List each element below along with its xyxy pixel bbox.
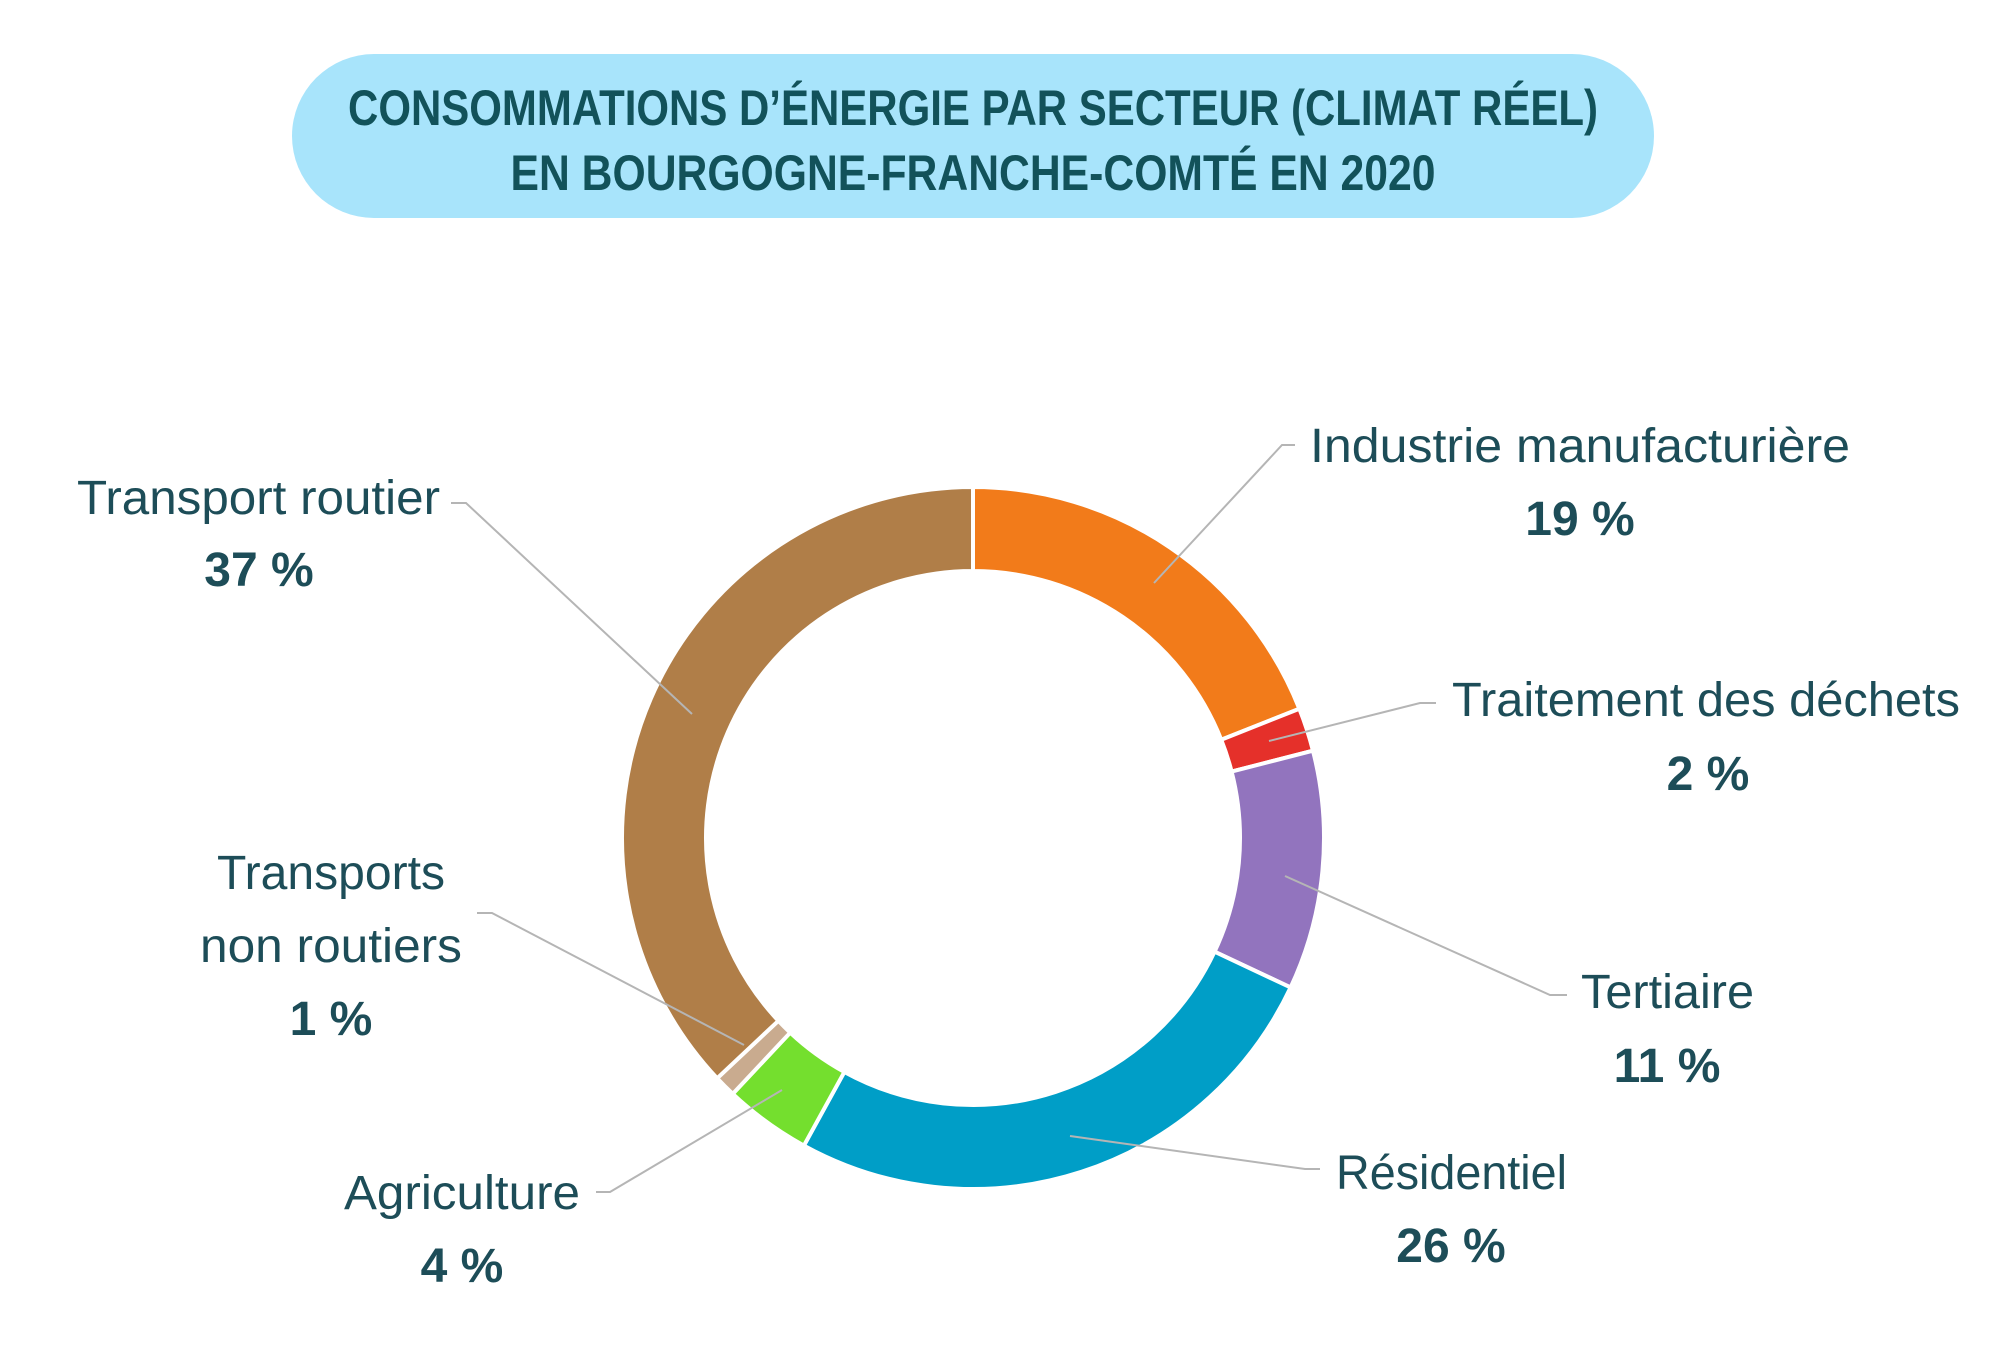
slice-residentiel — [801, 949, 1294, 1191]
label-industrie: Industrie manufacturière — [1310, 420, 1850, 473]
value-transports-non-routiers: 1 % — [290, 993, 373, 1046]
leader-line-agriculture — [596, 1089, 783, 1193]
value-industrie: 19 % — [1525, 493, 1634, 546]
slice-transport-routier — [620, 484, 975, 1082]
label-agriculture: Agriculture — [344, 1167, 580, 1220]
label-transport-routier: Transport routier — [77, 472, 440, 525]
value-tertiaire: 11 % — [1614, 1040, 1721, 1093]
title-line-1: CONSOMMATIONS D’ÉNERGIE PAR SECTEUR (CLI… — [348, 80, 1598, 136]
value-dechets: 2 % — [1667, 748, 1750, 801]
label-dechets: Traitement des déchets — [1452, 674, 1960, 727]
value-transport-routier: 37 % — [204, 544, 313, 597]
slice-industrie-manufacturiere — [971, 484, 1302, 743]
label-transports-non-routiers-line1: Transports — [217, 847, 445, 900]
label-residentiel: Résidentiel — [1336, 1147, 1567, 1200]
slice-labels: Industrie manufacturière 19 % Traitement… — [77, 420, 1960, 1293]
leader-line-tertiaire — [1284, 875, 1567, 996]
value-agriculture: 4 % — [421, 1240, 504, 1293]
slice-tertiaire — [1211, 748, 1326, 991]
leader-line-residentiel — [1069, 1135, 1320, 1170]
leader-line-dechets — [1268, 702, 1436, 742]
label-tertiaire: Tertiaire — [1581, 966, 1754, 1019]
donut-slices — [620, 484, 1326, 1191]
leader-line-transport-routier — [451, 502, 693, 715]
label-transports-non-routiers-line2: non routiers — [200, 920, 462, 973]
chart-title: CONSOMMATIONS D’ÉNERGIE PAR SECTEUR (CLI… — [292, 54, 1654, 218]
leader-line-industrie — [1153, 444, 1295, 584]
title-pill — [292, 54, 1654, 218]
leader-line-transports-non-routiers — [477, 912, 745, 1046]
title-line-2: EN BOURGOGNE-FRANCHE-COMTÉ EN 2020 — [511, 145, 1436, 201]
leader-lines — [451, 444, 1567, 1193]
value-residentiel: 26 % — [1396, 1220, 1505, 1273]
